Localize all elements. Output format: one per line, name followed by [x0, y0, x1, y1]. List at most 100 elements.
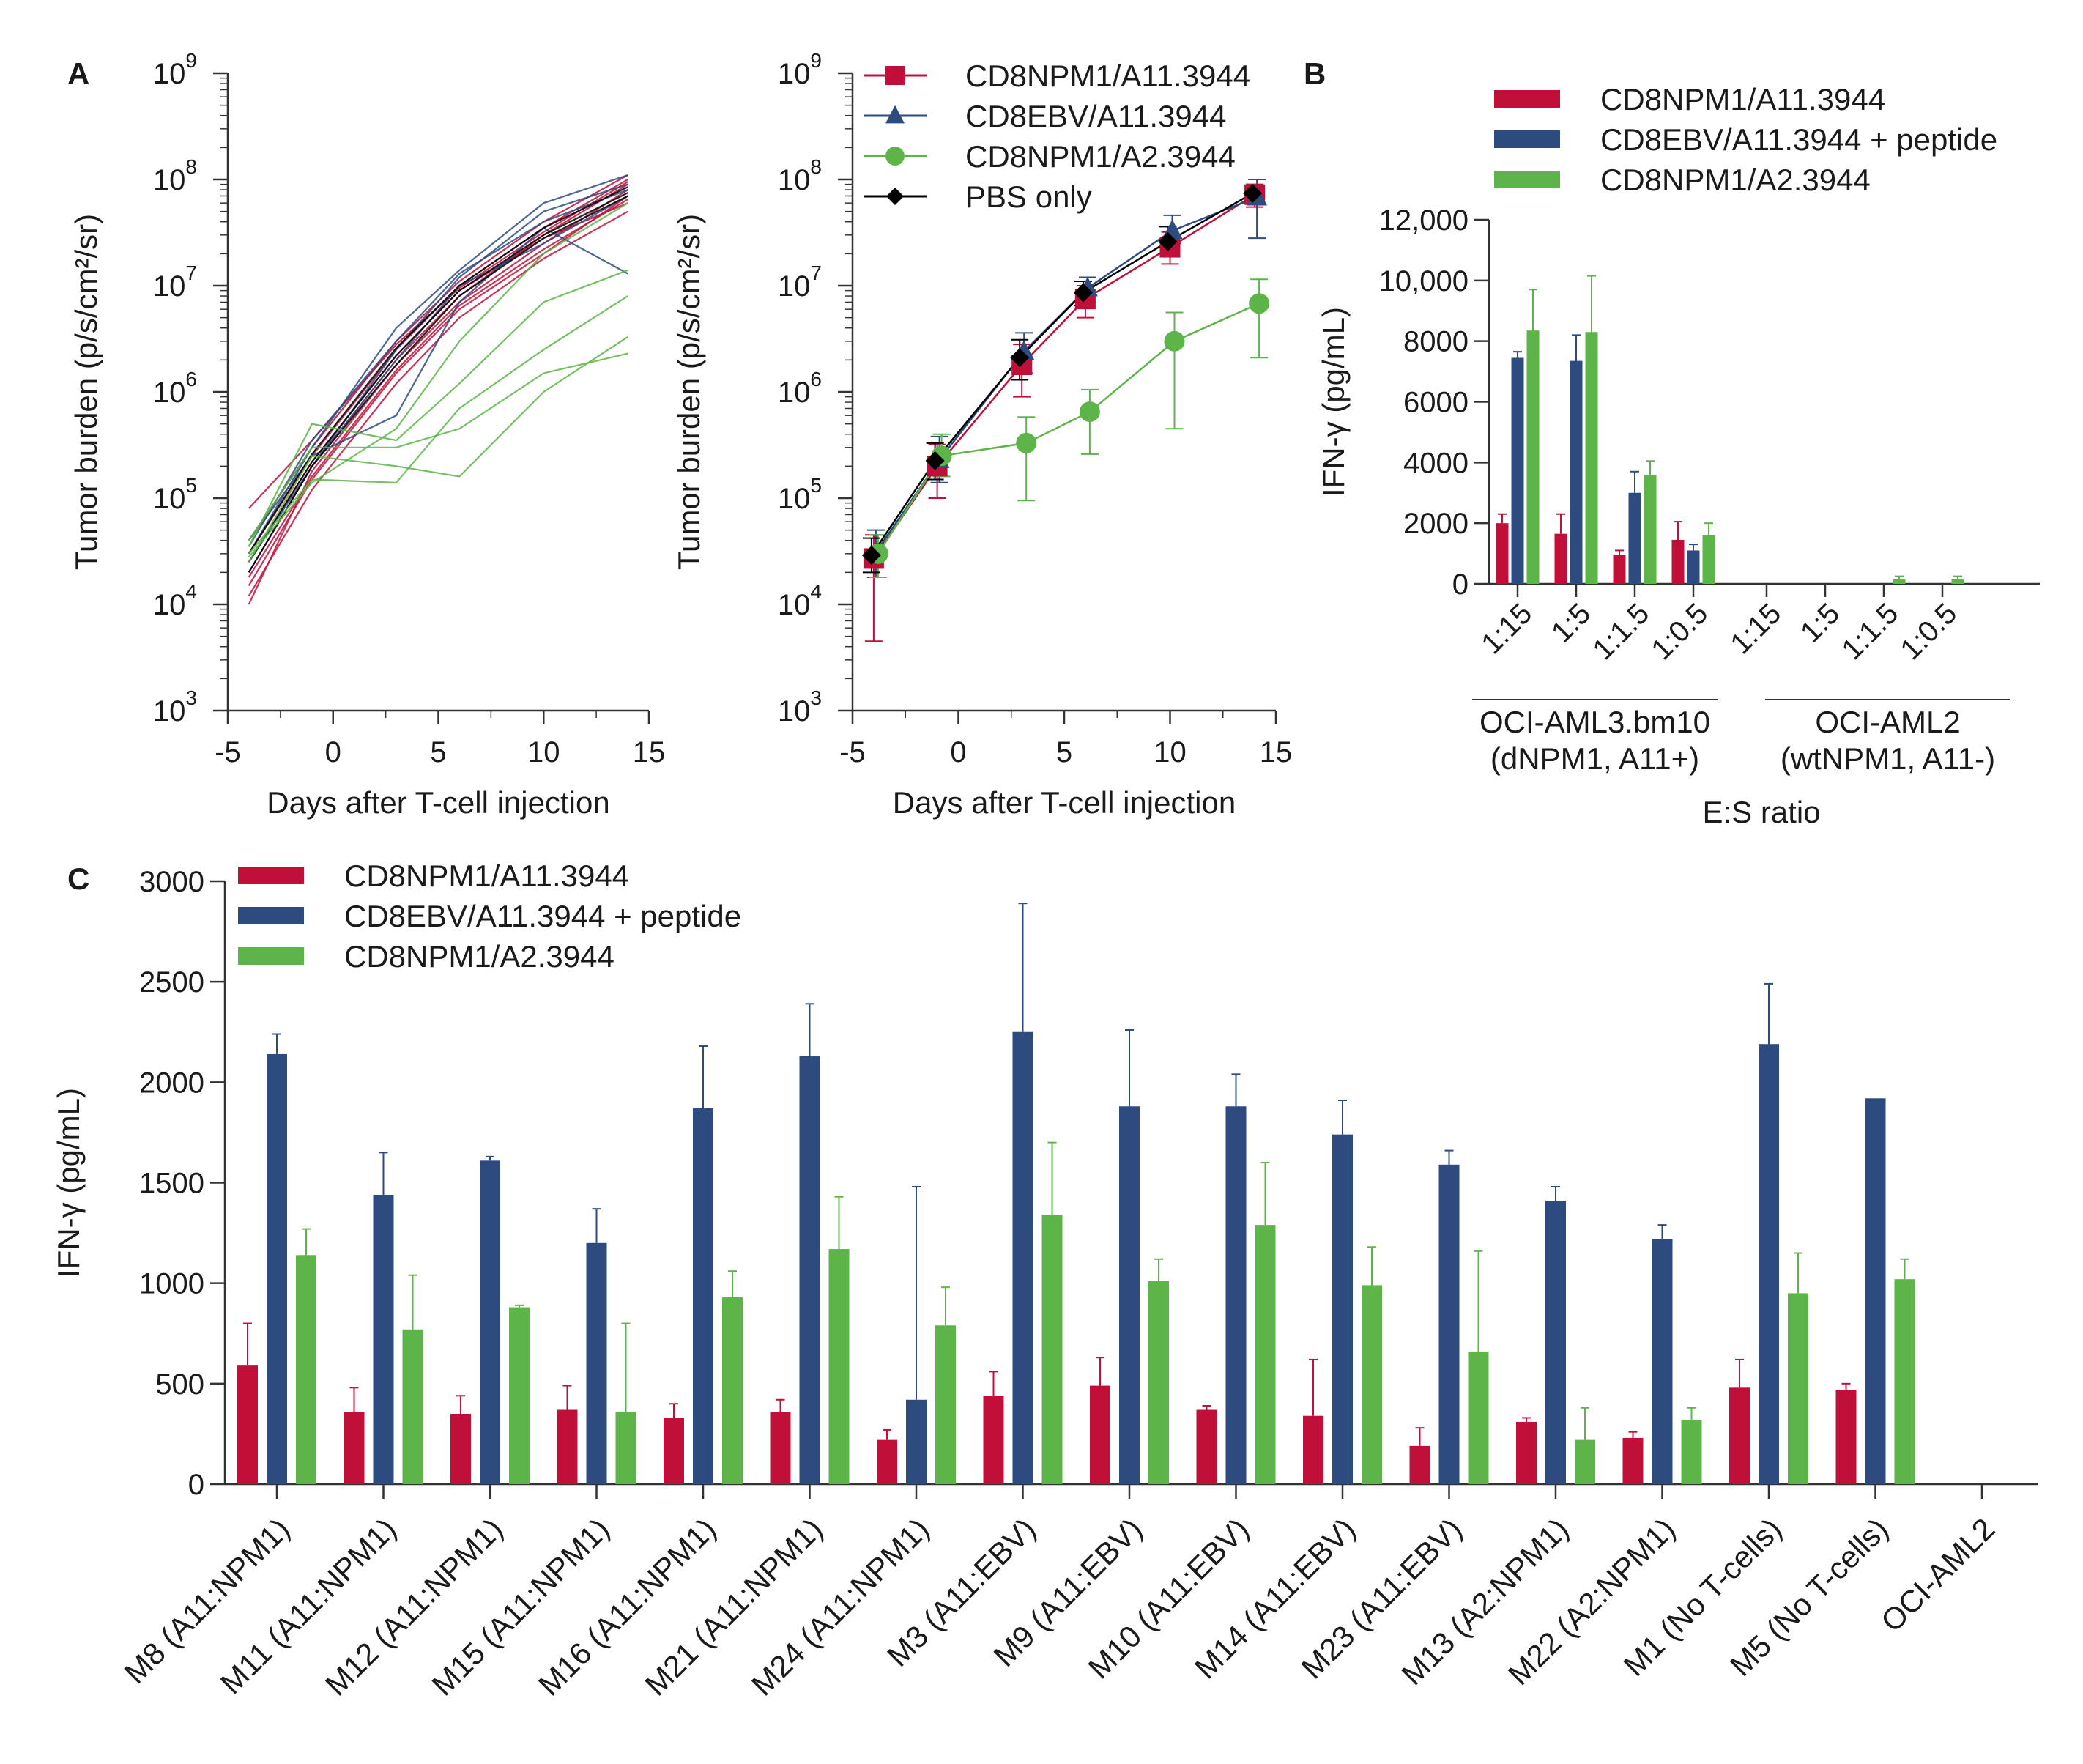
bar: [1570, 360, 1583, 584]
bar: [1628, 492, 1641, 584]
y-tick-label: 109: [778, 49, 822, 90]
bar: [1894, 1279, 1915, 1484]
individual-mouse-line: [248, 336, 628, 563]
y-tick-exponent: 7: [185, 262, 197, 284]
legend-label: CD8NPM1/A11.3944: [965, 59, 1250, 93]
bar: [373, 1194, 394, 1484]
x-tick-label: -5: [215, 736, 241, 768]
x-tick-label: 5: [430, 736, 446, 768]
legend-marker: [885, 105, 905, 124]
y-tick-exponent: 3: [185, 686, 197, 709]
data-point: [861, 545, 881, 565]
bar: [1865, 1098, 1886, 1484]
panel-letter: B: [1304, 56, 1326, 91]
legend-label: PBS only: [965, 179, 1092, 214]
data-point: [1016, 432, 1037, 453]
y-tick-exponent: 5: [810, 474, 822, 497]
bar: [1687, 550, 1700, 584]
legend-marker: [886, 188, 904, 205]
legend-label: CD8EBV/A11.3944 + peptide: [344, 899, 741, 933]
y-tick-label: 0: [188, 1469, 204, 1501]
y-tick-exponent: 8: [810, 155, 822, 178]
bar: [1012, 1031, 1033, 1484]
legend-label: CD8EBV/A11.3944: [965, 99, 1226, 133]
x-tick-label: -5: [839, 736, 866, 768]
y-tick-exponent: 9: [810, 49, 822, 72]
x-tick-label: 1:1.5: [1835, 597, 1904, 666]
bar: [693, 1108, 713, 1484]
y-tick-label: 107: [153, 262, 197, 303]
x-tick-label: 15: [633, 736, 666, 768]
y-tick-label: 8000: [1403, 326, 1469, 358]
individual-mouse-line: [248, 192, 628, 563]
y-tick-label: 2000: [139, 1067, 204, 1099]
y-tick-label: 6000: [1403, 387, 1469, 419]
bar: [1554, 533, 1567, 584]
individual-mouse-line: [248, 195, 628, 587]
panel-letter: A: [67, 56, 89, 91]
bar: [1835, 1390, 1857, 1484]
individual-mouse-line: [248, 226, 628, 541]
bar: [1671, 539, 1685, 584]
y-tick-exponent: 6: [185, 368, 197, 390]
bar: [799, 1056, 820, 1484]
legend-label: CD8NPM1/A11.3944: [1600, 82, 1885, 116]
bar: [586, 1242, 607, 1484]
bar: [1893, 579, 1906, 584]
bar: [1575, 1439, 1595, 1484]
bar: [509, 1307, 530, 1484]
individual-mouse-line: [248, 210, 628, 597]
bar: [1496, 523, 1509, 584]
data-point: [1073, 283, 1093, 303]
y-axis-label: IFN-γ (pg/mL): [1316, 307, 1351, 497]
individual-mouse-line: [248, 202, 628, 563]
bar: [1759, 1044, 1779, 1484]
x-tick-label: 1:0.5: [1645, 597, 1714, 666]
bar: [450, 1413, 471, 1484]
legend-swatch: [1494, 90, 1560, 108]
legend-swatch: [238, 947, 304, 965]
y-tick-label: 103: [778, 686, 822, 727]
bar: [402, 1329, 423, 1484]
legend-label: CD8NPM1/A2.3944: [965, 139, 1236, 174]
bar: [480, 1160, 500, 1484]
bar: [1951, 579, 1964, 584]
bar: [1729, 1387, 1750, 1484]
bar: [1090, 1385, 1110, 1484]
y-tick-label: 0: [1452, 568, 1469, 601]
group-label-sub: (wtNPM1, A11-): [1781, 741, 1995, 776]
y-tick-label: 106: [778, 368, 822, 409]
individual-mouse-line: [248, 202, 628, 557]
y-tick-label: 105: [778, 474, 822, 515]
bar: [1225, 1106, 1247, 1484]
legend-label: CD8NPM1/A11.3944: [344, 859, 629, 893]
data-point: [925, 451, 945, 470]
mean-line: [875, 196, 1258, 553]
legend-swatch: [1494, 171, 1560, 188]
individual-mouse-line: [248, 195, 628, 573]
bar: [664, 1418, 684, 1484]
bar: [296, 1255, 316, 1484]
y-tick-exponent: 8: [185, 155, 197, 178]
x-axis-label: Days after T-cell injection: [893, 785, 1236, 820]
bar: [1042, 1215, 1063, 1484]
individual-mouse-line: [248, 352, 628, 541]
data-point: [1079, 401, 1100, 423]
y-tick-label: 108: [153, 155, 197, 196]
bar: [1652, 1239, 1673, 1484]
bar: [1438, 1164, 1460, 1484]
y-tick-label: 106: [153, 368, 197, 409]
legend-label: CD8EBV/A11.3944 + peptide: [1600, 122, 1997, 157]
y-tick-label: 4000: [1403, 447, 1469, 479]
individual-mouse-line: [248, 186, 628, 555]
bar: [1681, 1420, 1702, 1484]
bar: [828, 1249, 850, 1484]
x-tick-label: 10: [527, 736, 560, 768]
y-tick-exponent: 4: [185, 580, 197, 603]
legend-swatch: [238, 867, 304, 884]
x-tick-label: 1:0.5: [1894, 597, 1963, 666]
bar: [877, 1439, 897, 1484]
y-tick-exponent: 9: [185, 49, 197, 72]
y-axis-label: Tumor burden (p/s/cm²/sr): [69, 214, 103, 570]
